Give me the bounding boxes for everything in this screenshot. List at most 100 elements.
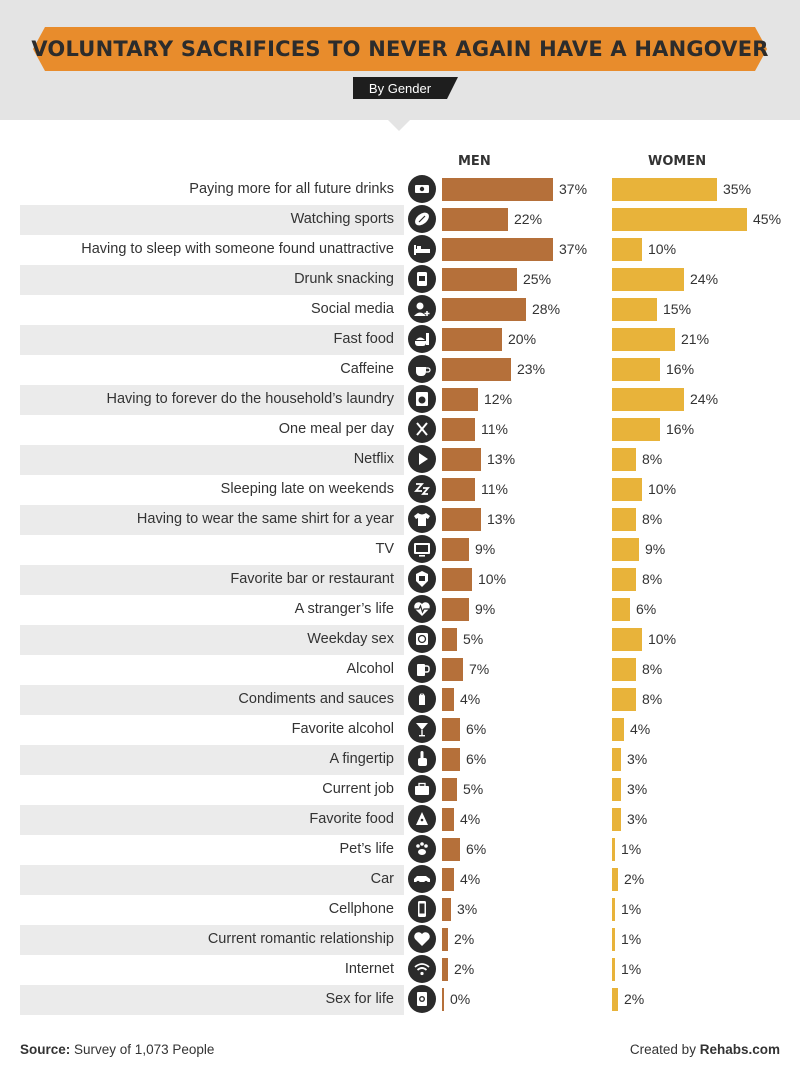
men-value-label: 6% (466, 841, 487, 857)
women-bar (612, 508, 636, 531)
men-bar (442, 508, 481, 531)
men-bar (442, 448, 481, 471)
women-bar (612, 838, 615, 861)
category-label: Cellphone (328, 901, 394, 917)
women-value-label: 10% (648, 481, 677, 497)
women-value-label: 45% (753, 211, 782, 227)
category-label: Paying more for all future drinks (189, 181, 394, 197)
men-bar (442, 538, 469, 561)
men-bar (442, 568, 472, 591)
men-bar (442, 358, 511, 381)
add-user-icon (408, 295, 436, 323)
men-value-label: 11% (481, 481, 508, 497)
women-bar (612, 688, 636, 711)
men-value-label: 11% (481, 421, 508, 437)
women-value-label: 24% (690, 391, 719, 407)
men-value-label: 4% (460, 811, 481, 827)
source-label: Source: (20, 1042, 71, 1057)
pizza-icon (408, 805, 436, 833)
category-label: Having to wear the same shirt for a year (136, 511, 394, 527)
women-value-label: 8% (642, 511, 663, 527)
men-value-label: 2% (454, 931, 475, 947)
women-bar (612, 208, 747, 231)
row-stripe (20, 205, 404, 235)
row-stripe (20, 925, 404, 955)
row-stripe (20, 985, 404, 1015)
category-label: Drunk snacking (294, 271, 394, 287)
women-bar (612, 748, 621, 771)
men-bar (442, 478, 475, 501)
footer-source: Source: Survey of 1,073 People (20, 1042, 214, 1057)
category-label: A fingertip (329, 751, 395, 767)
men-value-label: 7% (469, 661, 490, 677)
men-value-label: 20% (508, 331, 537, 347)
snack-icon (408, 265, 436, 293)
briefcase-icon (408, 775, 436, 803)
heartbeat-icon (408, 595, 436, 623)
football-icon (408, 205, 436, 233)
men-value-label: 4% (460, 871, 481, 887)
category-label: Fast food (333, 331, 394, 347)
salt-shaker-icon (408, 685, 436, 713)
men-value-label: 10% (478, 571, 507, 587)
men-value-label: 13% (487, 511, 516, 527)
women-value-label: 1% (621, 901, 642, 917)
women-bar (612, 418, 660, 441)
women-value-label: 15% (663, 301, 692, 317)
row-stripe (20, 445, 404, 475)
men-value-label: 13% (487, 451, 516, 467)
category-label: Having to sleep with someone found unatt… (81, 241, 394, 257)
women-bar (612, 658, 636, 681)
title-banner-fold-right (755, 27, 767, 71)
men-value-label: 0% (450, 991, 471, 1007)
footer-credit: Created by Rehabs.com (630, 1042, 780, 1057)
women-bar (612, 628, 642, 651)
row-stripe (20, 745, 404, 775)
women-value-label: 4% (630, 721, 651, 737)
fast-food-icon (408, 325, 436, 353)
men-bar (442, 868, 454, 891)
category-label: Favorite alcohol (291, 721, 394, 737)
category-label: Weekday sex (307, 631, 394, 647)
men-value-label: 5% (463, 781, 484, 797)
men-bar (442, 208, 508, 231)
men-bar (442, 688, 454, 711)
men-value-label: 28% (532, 301, 561, 317)
men-bar (442, 328, 502, 351)
women-value-label: 8% (642, 691, 663, 707)
women-bar (612, 178, 717, 201)
men-bar (442, 418, 475, 441)
men-value-label: 25% (523, 271, 552, 287)
men-value-label: 6% (466, 721, 487, 737)
men-bar (442, 628, 457, 651)
men-bar (442, 778, 457, 801)
cocktail-icon (408, 715, 436, 743)
restaurant-sign-icon (408, 565, 436, 593)
women-value-label: 3% (627, 751, 648, 767)
condom-box-icon (408, 985, 436, 1013)
women-bar (612, 928, 615, 951)
women-bar (612, 358, 660, 381)
source-text: Survey of 1,073 People (74, 1042, 215, 1057)
women-bar (612, 898, 615, 921)
fork-knife-icon (408, 415, 436, 443)
category-label: Internet (344, 961, 394, 977)
women-bar (612, 388, 684, 411)
women-bar (612, 868, 618, 891)
men-value-label: 12% (484, 391, 513, 407)
men-column-header: MEN (458, 154, 491, 169)
category-label: A stranger’s life (294, 601, 394, 617)
women-bar (612, 988, 618, 1011)
women-value-label: 1% (621, 841, 642, 857)
women-value-label: 8% (642, 661, 663, 677)
row-stripe (20, 685, 404, 715)
beer-mug-icon (408, 655, 436, 683)
title-banner-fold-left (33, 27, 45, 71)
tshirt-icon (408, 505, 436, 533)
row-stripe (20, 505, 404, 535)
women-bar (612, 778, 621, 801)
credit-brand: Rehabs.com (699, 1042, 780, 1057)
category-label: One meal per day (278, 421, 394, 437)
row-stripe (20, 565, 404, 595)
title-banner: VOLUNTARY SACRIFICES TO NEVER AGAIN HAVE… (31, 27, 768, 71)
